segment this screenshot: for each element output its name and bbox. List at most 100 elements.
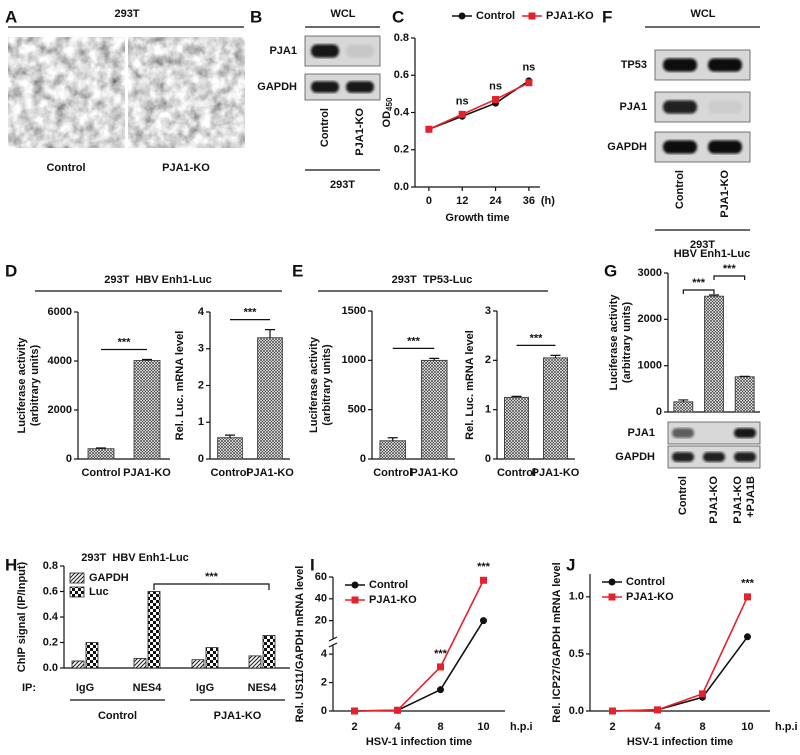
y-tick-label: 2 [321, 676, 327, 688]
x-tick-label: IgG [196, 682, 214, 694]
error-bar [225, 434, 235, 438]
blot-band [708, 100, 742, 114]
x-tick-label: 8 [437, 721, 443, 733]
bar [420, 359, 448, 460]
y-tick-label: 0.4 [43, 611, 59, 623]
blot-band [311, 44, 339, 58]
error-bar [429, 357, 440, 361]
bar [379, 440, 407, 460]
significance-label: *** [723, 263, 737, 275]
panel-label: H [5, 555, 17, 574]
y-tick-label: 4 [321, 648, 328, 660]
blot-footer: 293T [690, 239, 715, 251]
bar [673, 401, 694, 413]
panel-label: B [250, 7, 262, 26]
y-axis-label: (arbitrary units) [321, 344, 333, 426]
blot-background [667, 421, 761, 445]
series-line [354, 579, 485, 712]
point [699, 690, 706, 698]
bar [504, 396, 529, 460]
bar [262, 635, 276, 669]
y-tick-label: 0.2 [43, 636, 58, 648]
y-tick-label: 4000 [48, 355, 72, 367]
y-tick-label: 0.6 [394, 69, 409, 81]
y-tick-label: 0.8 [394, 32, 409, 44]
y-tick-label: 40 [315, 593, 327, 605]
error-bar [678, 399, 689, 402]
point [744, 593, 751, 601]
x-tick-label: PJA1-KO [246, 467, 294, 479]
lane-label: Control [674, 170, 686, 209]
y-tick-label: 0 [656, 406, 662, 418]
x-tick-label: Control [81, 467, 120, 479]
legend-label: Control [369, 579, 408, 591]
blot-row-label: TP53 [621, 59, 647, 71]
legend-marker [608, 578, 616, 586]
significance-label: ns [456, 95, 469, 107]
panel-label: A [5, 7, 17, 26]
x-axis-label: HSV-1 infection time [627, 736, 733, 748]
significance-label: *** [407, 335, 421, 347]
significance-bracket [682, 289, 715, 294]
significance-label: *** [477, 561, 491, 573]
blot-row-label: PJA1 [627, 427, 655, 439]
significance-label: ns [522, 62, 535, 74]
significance-label: *** [741, 578, 755, 590]
y-tick-label: 0.0 [394, 181, 409, 193]
y-axis-label: Luciferase activity [16, 337, 28, 434]
x-tick-label: PJA1-KO [123, 467, 171, 479]
bar [704, 295, 724, 413]
point [437, 663, 444, 671]
blot-band [703, 452, 725, 462]
y-tick-label: 500 [348, 404, 366, 416]
y-tick-label: 1000 [638, 360, 662, 372]
legend-marker [458, 12, 466, 20]
chart-title: HBV Enh1-Luc [674, 248, 750, 260]
bar [147, 591, 161, 669]
x-axis-unit: h.p.i [775, 721, 798, 733]
y-axis-label: OD450 [381, 97, 394, 127]
panel-label: C [392, 7, 404, 26]
series-line [428, 80, 530, 131]
micrograph [8, 37, 125, 148]
blot-band [663, 100, 697, 114]
legend-label: Luc [89, 586, 109, 598]
blot-band [346, 44, 374, 58]
x-axis-label: IP: [22, 682, 36, 694]
point [480, 617, 487, 625]
axis-break [328, 636, 338, 642]
y-tick-label: 0 [66, 453, 72, 465]
x-tick-label: 2 [351, 721, 357, 733]
point [492, 95, 500, 103]
bar [71, 660, 85, 669]
y-axis-label: Rel. Luc. mRNA level [174, 331, 186, 441]
y-axis-label: (arbitrary units) [29, 345, 41, 427]
blot-row-label: PJA1 [269, 45, 297, 57]
point [525, 79, 533, 87]
y-tick-label: 1 [485, 404, 491, 416]
significance-label: *** [434, 648, 448, 660]
label-line: PJA1-KO [732, 476, 744, 524]
blot-header: WCL [330, 8, 355, 20]
micrograph [128, 37, 245, 148]
x-tick-label: 2 [609, 721, 615, 733]
group-label: PJA1-KO [214, 710, 262, 722]
bar [87, 448, 115, 460]
panel-label: E [292, 261, 303, 280]
legend-label: Control [626, 576, 665, 588]
legend-marker [351, 581, 359, 589]
blot-row-label: GAPDH [257, 81, 297, 93]
panel-header: 293T TP53-Luc [392, 274, 473, 286]
x-tick-label: PJA1-KO [532, 467, 580, 479]
point [458, 110, 466, 118]
x-tick-label: 10 [741, 721, 753, 733]
x-axis-label: HSV-1 infection time [366, 736, 472, 748]
error-bar [142, 358, 152, 361]
significance-label: *** [530, 332, 544, 344]
x-tick-label: Control [210, 467, 249, 479]
legend-marker [608, 593, 616, 601]
error-bar [511, 395, 522, 398]
lane-label: Control [319, 108, 331, 147]
y-tick-label: 0 [485, 453, 491, 465]
panel-label: F [602, 7, 612, 26]
